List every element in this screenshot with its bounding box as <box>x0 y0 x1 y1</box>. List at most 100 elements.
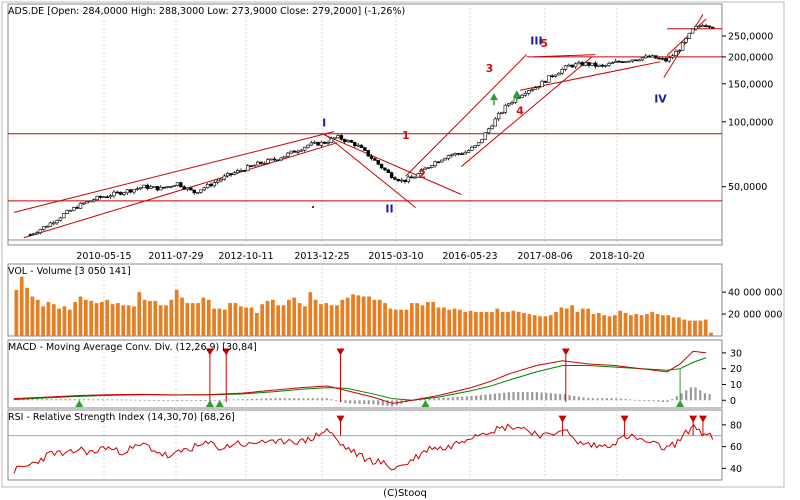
x-tick-label: 2012-10-11 <box>218 251 273 262</box>
x-tick-label: 2015-03-10 <box>368 251 423 262</box>
volume-bar <box>174 289 179 336</box>
candle-body <box>149 186 153 189</box>
volume-bar <box>532 315 537 336</box>
macd-histogram-bar <box>582 397 585 401</box>
volume-bar <box>265 300 270 336</box>
macd-histogram-bar <box>377 400 380 405</box>
candle-body <box>212 182 217 187</box>
volume-bar <box>335 305 339 336</box>
volume-bar <box>324 303 329 336</box>
macd-histogram-bar <box>503 392 506 401</box>
macd-histogram-bar <box>451 397 454 401</box>
candle-body <box>262 162 267 165</box>
candle-body <box>573 63 578 68</box>
macd-histogram-bar <box>181 400 184 402</box>
volume-bar <box>612 315 617 336</box>
volume-bar <box>14 289 19 336</box>
candle-body <box>31 233 36 236</box>
volume-bar <box>153 300 158 336</box>
volume-bar <box>351 294 355 336</box>
volume-bar <box>110 304 115 336</box>
candle-body <box>62 213 66 219</box>
macd-histogram-bar <box>246 399 249 401</box>
volume-bar <box>89 300 94 336</box>
candle-body <box>236 170 240 173</box>
volume-bar <box>94 303 99 336</box>
macd-histogram-bar <box>493 393 496 401</box>
volume-bar <box>164 305 168 336</box>
volume-bar <box>41 306 45 336</box>
candle-body <box>409 176 414 179</box>
trend-line <box>405 54 527 177</box>
y-tick-label: 10 <box>730 380 742 391</box>
volume-bar <box>415 303 420 336</box>
volume-bar <box>388 308 393 336</box>
candle-body <box>85 201 89 204</box>
y-tick-label: 40 <box>730 464 742 475</box>
volume-bar <box>148 300 152 336</box>
macd-histogram-bar <box>554 393 557 401</box>
volume-bar <box>500 311 505 336</box>
macd-histogram-bar <box>624 399 627 401</box>
candle-body <box>677 50 681 52</box>
macd-histogram-bar <box>279 398 282 401</box>
macd-histogram-bar <box>232 399 235 401</box>
wave-label: 3 <box>486 62 494 75</box>
volume-bar <box>329 305 334 336</box>
volume-bar <box>238 306 243 336</box>
macd-histogram-bar <box>83 399 86 401</box>
volume-bar <box>377 299 382 336</box>
volume-bar <box>372 299 377 336</box>
candle-body <box>406 176 411 183</box>
sell-signal-arrow <box>336 348 345 356</box>
candle-body <box>95 196 99 201</box>
volume-bar <box>345 297 350 336</box>
macd-histogram-bar <box>288 398 291 401</box>
buy-signal-arrow <box>421 400 430 407</box>
volume-bar <box>57 308 61 336</box>
candle-body <box>537 86 541 89</box>
candle-body <box>570 64 574 68</box>
volume-bar <box>228 303 232 336</box>
rsi-series-line <box>13 423 714 474</box>
candle-body <box>711 26 715 29</box>
macd-histogram-bar <box>185 400 188 402</box>
macd-histogram-bar <box>643 400 646 402</box>
volume-bar <box>575 311 580 336</box>
candle-body <box>456 153 461 155</box>
macd-histogram-bar <box>241 399 244 401</box>
candle-body <box>142 184 146 189</box>
volume-bar <box>661 315 665 336</box>
candle-body <box>496 113 501 120</box>
candle-body <box>634 59 638 62</box>
wave-label: 4 <box>516 105 524 118</box>
volume-bar <box>409 303 414 336</box>
volume-bar <box>709 332 713 336</box>
macd-histogram-bar <box>255 398 258 401</box>
candle-body <box>92 199 96 202</box>
candle-body <box>490 125 494 130</box>
candle-body <box>650 55 655 58</box>
macd-histogram-bar <box>545 392 548 401</box>
macd-histogram-bar <box>45 399 48 401</box>
macd-histogram-bar <box>423 399 426 401</box>
macd-histogram-bar <box>120 399 123 401</box>
macd-histogram-bar <box>157 400 160 401</box>
candle-body <box>610 62 615 64</box>
volume-bar <box>479 311 484 336</box>
volume-bar <box>629 315 633 336</box>
marker-dot <box>312 206 314 208</box>
candle-body <box>560 69 564 74</box>
volume-bar <box>623 312 628 336</box>
macd-histogram-bar <box>535 392 538 401</box>
candle-body <box>279 157 283 161</box>
candle-body <box>152 186 156 188</box>
macd-histogram-bar <box>251 398 254 401</box>
candle-body <box>423 167 427 170</box>
candle-body <box>667 57 671 62</box>
macd-histogram-bar <box>190 400 193 402</box>
candle-body <box>520 94 524 98</box>
macd-histogram-bar <box>521 392 524 401</box>
macd-histogram-bar <box>162 400 165 402</box>
candle-body <box>82 202 86 205</box>
